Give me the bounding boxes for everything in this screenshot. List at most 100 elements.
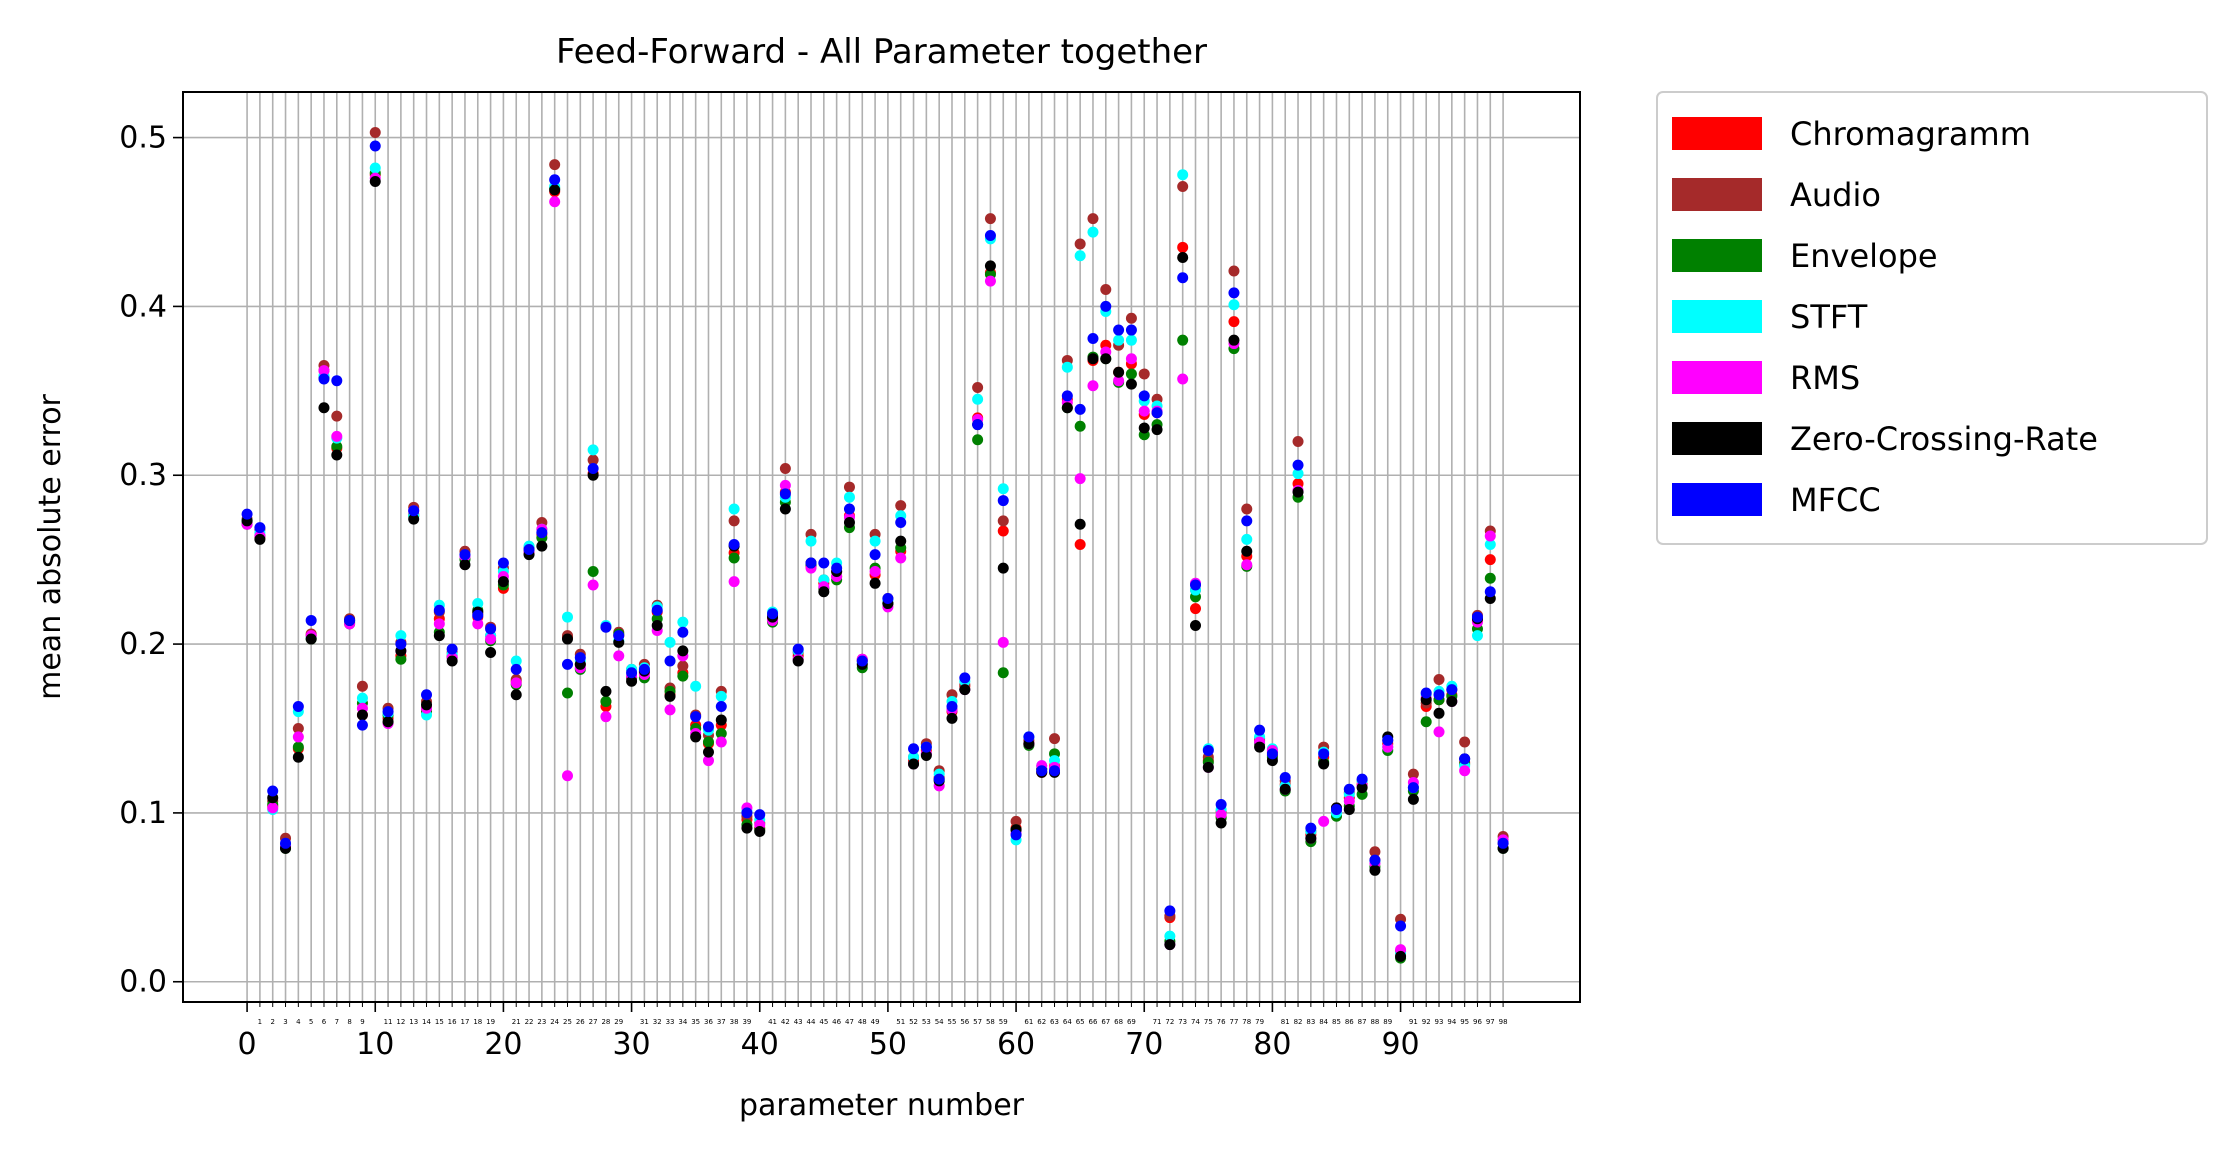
data-point bbox=[1292, 468, 1304, 480]
data-point bbox=[497, 576, 509, 588]
data-point bbox=[1074, 473, 1086, 485]
data-point bbox=[587, 579, 599, 591]
x-minor-tick-label: 21 bbox=[512, 1018, 521, 1026]
data-point bbox=[433, 604, 445, 616]
x-tick-label: 10 bbox=[356, 1027, 394, 1062]
data-point bbox=[741, 807, 753, 819]
data-point bbox=[536, 540, 548, 552]
data-point bbox=[1228, 299, 1240, 311]
data-point bbox=[779, 462, 791, 474]
data-point bbox=[1433, 689, 1445, 701]
x-minor-tick-label: 52 bbox=[909, 1018, 918, 1026]
data-point bbox=[1254, 724, 1266, 736]
data-point bbox=[1420, 687, 1432, 699]
data-point bbox=[1471, 611, 1483, 623]
data-point bbox=[1125, 368, 1137, 380]
data-point bbox=[318, 365, 330, 377]
data-point bbox=[946, 701, 958, 713]
data-point bbox=[690, 680, 702, 692]
data-point bbox=[1433, 674, 1445, 686]
data-point bbox=[972, 434, 984, 446]
y-tick-label: 0.1 bbox=[119, 796, 167, 831]
x-minor-tick-label: 97 bbox=[1486, 1018, 1495, 1026]
data-point bbox=[1036, 765, 1048, 777]
data-point bbox=[1343, 795, 1355, 807]
data-point bbox=[1292, 459, 1304, 471]
data-point bbox=[510, 663, 522, 675]
data-point bbox=[1459, 765, 1471, 777]
data-point bbox=[664, 690, 676, 702]
data-point bbox=[1407, 768, 1419, 780]
x-tick-label: 40 bbox=[741, 1027, 779, 1062]
x-minor-tick-label: 42 bbox=[781, 1018, 790, 1026]
data-point bbox=[818, 557, 830, 569]
x-minor-tick-label: 28 bbox=[601, 1018, 610, 1026]
data-point bbox=[920, 750, 932, 762]
data-point bbox=[1497, 837, 1509, 849]
data-point bbox=[1138, 368, 1150, 380]
data-point bbox=[933, 773, 945, 785]
data-point bbox=[882, 592, 894, 604]
data-point bbox=[715, 690, 727, 702]
x-minor-tick-label: 37 bbox=[717, 1018, 726, 1026]
data-point bbox=[843, 503, 855, 515]
x-minor-tick-label: 79 bbox=[1255, 1018, 1264, 1026]
data-point bbox=[1177, 373, 1189, 385]
data-point bbox=[1356, 773, 1368, 785]
data-point bbox=[1228, 265, 1240, 277]
data-point bbox=[997, 495, 1009, 507]
data-point bbox=[972, 381, 984, 393]
x-minor-tick-label: 23 bbox=[537, 1018, 546, 1026]
x-minor-tick-label: 27 bbox=[589, 1018, 598, 1026]
data-point bbox=[356, 709, 368, 721]
data-point bbox=[1074, 403, 1086, 415]
x-minor-tick-label: 15 bbox=[435, 1018, 444, 1026]
data-point bbox=[895, 500, 907, 512]
data-point bbox=[715, 701, 727, 713]
data-point bbox=[869, 535, 881, 547]
chart-title: Feed-Forward - All Parameter together bbox=[556, 32, 1207, 72]
x-minor-tick-label: 7 bbox=[335, 1018, 339, 1026]
data-point bbox=[1330, 804, 1342, 816]
data-point bbox=[677, 616, 689, 628]
data-point bbox=[549, 174, 561, 186]
data-point bbox=[523, 544, 535, 556]
data-point bbox=[369, 162, 381, 174]
x-minor-tick-label: 12 bbox=[396, 1018, 405, 1026]
x-minor-tick-label: 2 bbox=[270, 1018, 274, 1026]
data-point bbox=[1164, 930, 1176, 942]
data-point bbox=[831, 562, 843, 574]
x-minor-tick-label: 35 bbox=[691, 1018, 700, 1026]
data-point bbox=[331, 410, 343, 422]
data-point bbox=[869, 577, 881, 589]
data-point bbox=[1100, 353, 1112, 365]
x-tick-label: 70 bbox=[1125, 1027, 1163, 1062]
x-minor-tick-label: 67 bbox=[1101, 1018, 1110, 1026]
data-point bbox=[1241, 559, 1253, 571]
legend-swatch bbox=[1672, 178, 1762, 211]
data-point bbox=[1369, 854, 1381, 866]
data-point bbox=[1087, 213, 1099, 225]
data-point bbox=[997, 667, 1009, 679]
x-minor-tick-label: 84 bbox=[1319, 1018, 1328, 1026]
data-point bbox=[779, 503, 791, 515]
data-point bbox=[1164, 939, 1176, 951]
data-point bbox=[690, 711, 702, 723]
x-minor-tick-label: 34 bbox=[678, 1018, 687, 1026]
data-point bbox=[690, 731, 702, 743]
data-point bbox=[1202, 761, 1214, 773]
data-point bbox=[1125, 324, 1137, 336]
x-minor-tick-label: 24 bbox=[550, 1018, 559, 1026]
x-minor-tick-label: 32 bbox=[653, 1018, 662, 1026]
x-minor-tick-label: 44 bbox=[807, 1018, 816, 1026]
data-point bbox=[1010, 815, 1022, 827]
y-tick-label: 0.5 bbox=[119, 121, 167, 156]
data-point bbox=[305, 633, 317, 645]
legend-label: Chromagramm bbox=[1790, 115, 2031, 153]
data-point bbox=[485, 647, 497, 659]
data-point bbox=[779, 479, 791, 491]
data-point bbox=[728, 503, 740, 515]
x-minor-tick-label: 73 bbox=[1178, 1018, 1187, 1026]
x-minor-tick-label: 86 bbox=[1345, 1018, 1354, 1026]
x-minor-tick-label: 81 bbox=[1281, 1018, 1290, 1026]
